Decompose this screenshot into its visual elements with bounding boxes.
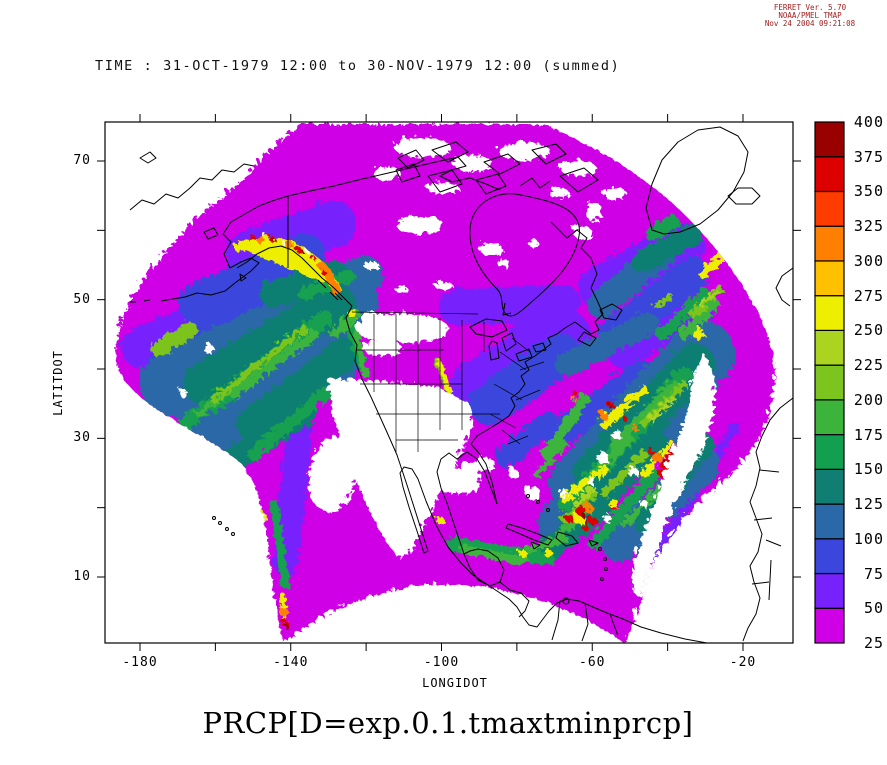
- colorbar-tick-label: 325: [853, 217, 884, 236]
- colorbar-tick-label: 125: [853, 495, 884, 514]
- colorbar-tick-label: 50: [863, 599, 884, 618]
- colorbar-tick-label: 225: [853, 356, 884, 375]
- x-tick-label: -60: [579, 655, 606, 670]
- colorbar-tick-label: 300: [853, 251, 884, 270]
- below-threshold-blank-areas: [177, 135, 714, 594]
- colorbar-tick-label: 150: [853, 460, 884, 479]
- y-tick-label: 10: [73, 569, 91, 584]
- y-tick-label: 70: [73, 153, 91, 168]
- x-axis-title: LONGIDOT: [422, 676, 488, 690]
- colorbar-tick-label: 400: [853, 113, 884, 131]
- stamp-line-org: NOAA/PMEL TMAP: [778, 11, 842, 20]
- x-tick-label: -180: [122, 655, 158, 670]
- colorbar-tick-label: 200: [853, 390, 884, 409]
- colorbar-tick-label: 350: [853, 182, 884, 201]
- state-borders: [351, 311, 545, 452]
- x-tick-label: -140: [273, 655, 309, 670]
- colorbar-tick-label: 375: [853, 147, 884, 166]
- y-tick-label: 30: [73, 430, 91, 446]
- colorbar-tick-label: 100: [853, 529, 884, 548]
- colorbar-tick-label: 250: [853, 321, 884, 340]
- map-field-layer: [112, 122, 793, 643]
- coastlines: [129, 126, 793, 643]
- x-tick-label: -20: [729, 655, 757, 670]
- ferret-version-stamp: FERRET Ver. 5.70 NOAA/PMEL TMAP Nov 24 2…: [735, 4, 885, 28]
- colorbar-tick-label: 275: [853, 286, 884, 305]
- colorbar: [814, 121, 845, 644]
- variable-title: PRCP[D=exp.0.1.tmaxtminprcp]: [202, 706, 694, 740]
- stamp-line-version: FERRET Ver. 5.70: [773, 3, 847, 12]
- precip-patches: [119, 135, 738, 626]
- y-axis-title: LATITDOT: [51, 350, 65, 416]
- stamp-line-date: Nov 24 2004 09:21:08: [764, 19, 856, 28]
- colorbar-tick-label: 25: [863, 634, 884, 652]
- y-tick-label: 50: [73, 291, 91, 307]
- colorbar-tick-label: 75: [863, 564, 884, 583]
- x-tick-label: -100: [423, 655, 460, 670]
- colorbar-tick-label: 175: [853, 425, 884, 444]
- plot-frame-and-ticks: [97, 114, 801, 651]
- time-range-title: TIME : 31-OCT-1979 12:00 to 30-NOV-1979 …: [95, 58, 621, 74]
